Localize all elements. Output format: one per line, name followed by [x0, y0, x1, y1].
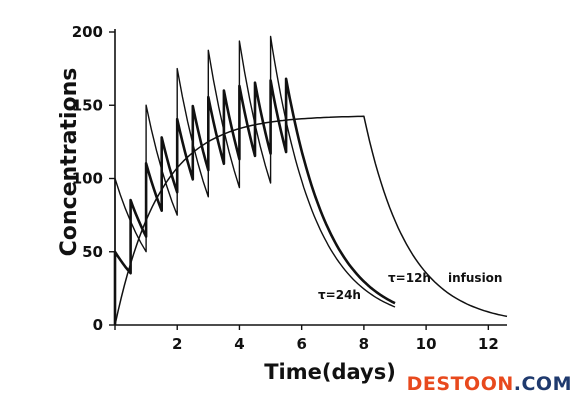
annotation-tau-24h: τ=24h: [318, 288, 361, 302]
annotation-tau-12h: τ=12h: [388, 271, 431, 285]
x-axis-label: Time(days): [264, 360, 396, 384]
plot-area: [113, 35, 508, 326]
annotation-infusion: infusion: [448, 271, 502, 285]
series-tau-12h-line: [113, 77, 396, 325]
watermark-part1: DESTOON: [407, 373, 514, 395]
y-tick-label: 50: [82, 243, 103, 261]
tick-labels: 0 50 100 150 200 2 4 6 8 10 12: [72, 23, 499, 353]
y-tick-label: 100: [72, 170, 103, 188]
watermark: DESTOON.COM: [407, 373, 572, 395]
x-tick-label: 12: [478, 335, 499, 353]
watermark-part2: .COM: [514, 373, 572, 395]
series-tau-24h-line: [114, 35, 396, 325]
y-tick-label: 150: [72, 96, 103, 114]
y-axis-label: Concentrations: [57, 68, 82, 257]
x-tick-label: 8: [359, 335, 369, 353]
x-tick-label: 6: [296, 335, 306, 353]
y-tick-label: 200: [72, 23, 103, 41]
x-tick-label: 10: [416, 335, 437, 353]
axes: [114, 29, 507, 326]
x-tick-label: 2: [172, 335, 182, 353]
tick-marks: [109, 31, 490, 330]
x-tick-label: 4: [234, 335, 244, 353]
series-infusion-line: [114, 115, 508, 326]
y-tick-label: 0: [93, 316, 103, 334]
